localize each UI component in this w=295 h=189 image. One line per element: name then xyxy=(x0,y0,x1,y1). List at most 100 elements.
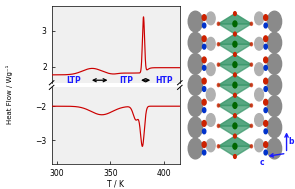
Circle shape xyxy=(267,138,282,159)
Circle shape xyxy=(188,138,202,159)
Circle shape xyxy=(188,53,202,74)
Circle shape xyxy=(233,143,237,149)
Circle shape xyxy=(264,142,268,147)
Polygon shape xyxy=(218,14,251,24)
Circle shape xyxy=(234,12,236,15)
Circle shape xyxy=(202,129,206,134)
Circle shape xyxy=(250,124,253,127)
Circle shape xyxy=(233,82,237,88)
Circle shape xyxy=(202,108,206,113)
Circle shape xyxy=(233,123,237,129)
Circle shape xyxy=(234,53,236,56)
Circle shape xyxy=(267,96,282,117)
Circle shape xyxy=(233,103,237,108)
Circle shape xyxy=(250,104,253,107)
Polygon shape xyxy=(218,34,251,44)
Circle shape xyxy=(234,93,236,97)
Circle shape xyxy=(217,124,219,127)
Circle shape xyxy=(264,99,268,105)
Circle shape xyxy=(234,73,236,77)
Circle shape xyxy=(217,145,219,148)
Polygon shape xyxy=(218,44,251,54)
Polygon shape xyxy=(218,105,251,116)
Circle shape xyxy=(202,57,206,63)
Circle shape xyxy=(267,11,282,32)
Text: c: c xyxy=(260,158,265,167)
Circle shape xyxy=(217,43,219,46)
Circle shape xyxy=(206,37,215,50)
Circle shape xyxy=(233,62,237,67)
Circle shape xyxy=(264,87,267,91)
Circle shape xyxy=(264,108,267,113)
Polygon shape xyxy=(218,75,251,85)
Circle shape xyxy=(255,37,263,50)
Circle shape xyxy=(264,23,267,28)
Circle shape xyxy=(206,12,215,25)
Polygon shape xyxy=(218,146,251,156)
Circle shape xyxy=(202,87,206,91)
Circle shape xyxy=(264,121,268,126)
Circle shape xyxy=(233,21,237,27)
Text: LTP: LTP xyxy=(67,76,81,85)
Circle shape xyxy=(264,44,267,49)
Circle shape xyxy=(233,41,237,47)
Circle shape xyxy=(188,11,202,32)
Circle shape xyxy=(188,75,202,95)
Polygon shape xyxy=(218,65,251,75)
Circle shape xyxy=(202,65,206,70)
Polygon shape xyxy=(218,85,251,95)
Circle shape xyxy=(206,63,215,76)
Circle shape xyxy=(217,63,219,66)
Circle shape xyxy=(206,139,215,152)
Circle shape xyxy=(234,114,236,118)
Circle shape xyxy=(188,96,202,117)
Circle shape xyxy=(234,155,236,158)
Circle shape xyxy=(217,22,219,25)
Circle shape xyxy=(202,150,206,155)
Circle shape xyxy=(264,78,268,84)
Circle shape xyxy=(255,63,263,76)
Text: b: b xyxy=(288,137,294,146)
Circle shape xyxy=(264,129,267,134)
Polygon shape xyxy=(218,54,251,65)
Circle shape xyxy=(267,75,282,95)
Circle shape xyxy=(202,78,206,84)
Circle shape xyxy=(267,53,282,74)
Text: Heat Flow / Wg⁻¹: Heat Flow / Wg⁻¹ xyxy=(6,65,13,124)
Circle shape xyxy=(202,142,206,147)
Circle shape xyxy=(206,88,215,101)
Circle shape xyxy=(255,88,263,101)
Polygon shape xyxy=(218,116,251,126)
Circle shape xyxy=(255,12,263,25)
Circle shape xyxy=(206,114,215,126)
Circle shape xyxy=(250,43,253,46)
X-axis label: T / K: T / K xyxy=(107,180,124,189)
Circle shape xyxy=(264,57,268,63)
Circle shape xyxy=(264,65,267,70)
Circle shape xyxy=(267,117,282,138)
Circle shape xyxy=(202,99,206,105)
Circle shape xyxy=(188,117,202,138)
Circle shape xyxy=(202,121,206,126)
Circle shape xyxy=(255,139,263,152)
Circle shape xyxy=(202,44,206,49)
Circle shape xyxy=(234,134,236,138)
Circle shape xyxy=(250,22,253,25)
Polygon shape xyxy=(218,136,251,146)
Circle shape xyxy=(250,84,253,87)
Polygon shape xyxy=(218,126,251,136)
Text: ITP: ITP xyxy=(119,76,133,85)
Circle shape xyxy=(217,104,219,107)
Circle shape xyxy=(250,145,253,148)
Circle shape xyxy=(188,32,202,53)
Circle shape xyxy=(234,32,236,36)
Circle shape xyxy=(217,84,219,87)
Circle shape xyxy=(264,150,267,155)
Circle shape xyxy=(202,36,206,42)
Circle shape xyxy=(202,23,206,28)
Circle shape xyxy=(264,36,268,42)
Circle shape xyxy=(250,63,253,66)
Text: HTP: HTP xyxy=(155,76,173,85)
Circle shape xyxy=(255,114,263,126)
Circle shape xyxy=(202,15,206,20)
